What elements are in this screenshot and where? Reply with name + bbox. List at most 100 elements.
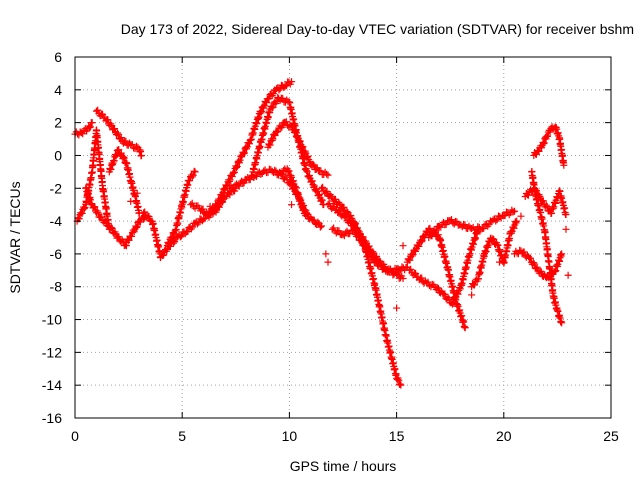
data-point <box>539 197 547 205</box>
data-point <box>80 205 88 213</box>
data-point <box>345 217 353 225</box>
y-tick-label: -12 <box>42 344 62 360</box>
data-point <box>363 244 371 252</box>
data-point <box>489 235 497 243</box>
data-point <box>291 127 299 135</box>
data-point <box>417 236 425 244</box>
data-point <box>225 177 233 185</box>
plot-frame <box>74 56 612 419</box>
data-point <box>399 275 407 283</box>
data-point <box>215 197 223 205</box>
data-point <box>78 209 86 217</box>
data-point <box>340 203 348 211</box>
data-point <box>511 218 519 226</box>
data-point <box>529 259 537 267</box>
data-point <box>418 274 426 282</box>
data-point <box>171 227 179 235</box>
data-point <box>188 173 196 181</box>
data-point <box>291 182 299 190</box>
series-track-j <box>221 78 296 192</box>
y-tick-label: 0 <box>54 147 62 163</box>
data-point <box>137 151 145 159</box>
data-point <box>417 238 425 246</box>
data-point <box>408 252 416 260</box>
data-point <box>444 293 452 301</box>
data-point <box>450 294 458 302</box>
series-track-e <box>122 212 150 246</box>
data-point <box>117 149 125 157</box>
data-point <box>396 380 404 388</box>
data-point <box>325 199 333 207</box>
data-point <box>176 233 184 241</box>
data-point <box>236 156 244 164</box>
data-point <box>218 192 226 200</box>
data-point <box>229 170 237 178</box>
data-point <box>188 199 196 207</box>
data-point <box>424 278 432 286</box>
data-point <box>240 149 248 157</box>
data-point <box>513 217 521 225</box>
y-tick-label: -10 <box>42 312 62 328</box>
data-point <box>539 138 547 146</box>
y-tick-label: -2 <box>50 180 63 196</box>
data-point <box>266 141 274 149</box>
data-point <box>110 157 118 165</box>
data-point <box>274 128 282 136</box>
data-point <box>420 232 428 240</box>
data-point <box>303 167 311 175</box>
data-point <box>526 254 534 262</box>
series-track-y <box>511 246 566 282</box>
data-point <box>524 191 532 199</box>
data-point <box>397 381 405 389</box>
data-point <box>178 232 186 240</box>
data-point <box>369 252 377 260</box>
series-track-w <box>530 123 568 169</box>
data-point <box>310 216 318 224</box>
data-point <box>115 233 123 241</box>
data-point <box>372 257 380 265</box>
data-point <box>406 256 414 264</box>
data-point <box>191 168 199 176</box>
y-axis-label: SDTVAR / TECUs <box>7 181 23 293</box>
data-point <box>88 119 96 127</box>
data-point <box>113 129 121 137</box>
data-point <box>496 258 504 266</box>
series-track-q <box>328 224 411 276</box>
data-point <box>213 201 221 209</box>
data-point <box>510 224 518 232</box>
data-point <box>318 196 326 204</box>
data-point <box>246 136 254 144</box>
data-point <box>560 161 568 169</box>
data-point <box>102 218 110 226</box>
data-point <box>108 224 116 232</box>
data-point <box>271 166 279 174</box>
data-point <box>456 285 464 293</box>
data-point <box>258 108 266 116</box>
data-point <box>81 203 89 211</box>
data-point <box>540 140 548 148</box>
isolated-points <box>127 189 572 312</box>
data-point <box>235 157 243 165</box>
data-point <box>492 217 500 225</box>
data-point <box>562 211 570 219</box>
data-point <box>544 132 552 140</box>
data-point <box>511 207 519 215</box>
grid <box>75 57 611 418</box>
series-track-x <box>521 184 570 219</box>
series-track-m <box>275 165 326 231</box>
data-point <box>442 220 450 228</box>
data-point <box>461 221 469 229</box>
data-point <box>336 207 344 215</box>
data-point <box>268 136 276 144</box>
x-tick-label: 0 <box>71 428 79 444</box>
data-point <box>309 160 317 168</box>
data-point <box>343 207 351 215</box>
data-point <box>287 122 295 130</box>
data-point <box>288 201 296 209</box>
data-point <box>449 299 457 307</box>
data-point <box>347 218 355 226</box>
data-point <box>132 223 140 231</box>
data-point <box>133 189 141 197</box>
x-tick-labels: 0 5 10 15 20 25 <box>71 428 619 444</box>
data-point <box>335 199 343 207</box>
